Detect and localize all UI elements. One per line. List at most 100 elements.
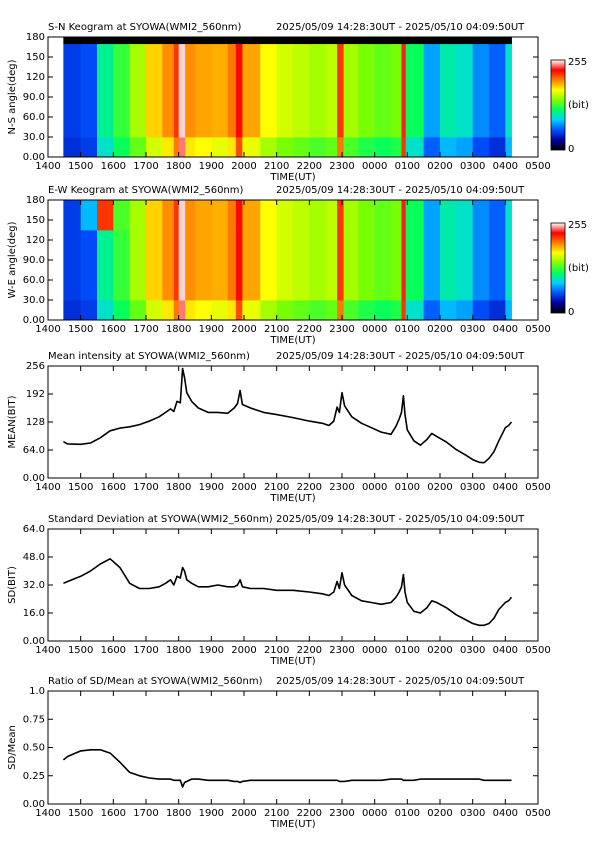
x-tick-label: 1900 bbox=[199, 645, 224, 656]
heatmap-cell bbox=[242, 37, 261, 45]
x-tick-label: 1900 bbox=[199, 161, 224, 172]
heatmap-cell bbox=[173, 300, 180, 321]
x-tick-label: 1800 bbox=[166, 324, 191, 335]
y-tick-label: 90.0 bbox=[23, 92, 45, 103]
x-tick-label: 1600 bbox=[101, 645, 126, 656]
heatmap-cell bbox=[309, 43, 327, 138]
panel-title: Mean intensity at SYOWA(WMI2_560nm) bbox=[48, 351, 250, 362]
heatmap-cell bbox=[146, 37, 163, 45]
x-tick-label: 1800 bbox=[166, 808, 191, 819]
x-tick-label: 1700 bbox=[133, 808, 158, 819]
heatmap-cell bbox=[423, 43, 441, 138]
heatmap-cell bbox=[211, 230, 229, 301]
y-tick-label: 150 bbox=[26, 215, 45, 226]
x-tick-label: 1500 bbox=[68, 161, 93, 172]
heatmap-cell bbox=[358, 137, 376, 158]
heatmap-cell bbox=[80, 230, 98, 301]
y-tick-label: 30.0 bbox=[23, 132, 45, 143]
heatmap-cell bbox=[260, 137, 278, 158]
x-tick-label: 1400 bbox=[35, 808, 60, 819]
data-line bbox=[62, 749, 512, 788]
panel-title: S-N Keogram at SYOWA(WMI2_560nm) bbox=[48, 22, 242, 33]
x-tick-label: 1800 bbox=[166, 482, 191, 493]
x-tick-label: 0300 bbox=[460, 808, 485, 819]
heatmap-cell bbox=[113, 200, 131, 231]
heatmap-cell bbox=[146, 230, 163, 301]
heatmap-cell bbox=[505, 300, 512, 321]
heatmap-cell bbox=[113, 230, 131, 301]
x-tick-label: 2100 bbox=[264, 324, 289, 335]
heatmap-cell bbox=[456, 137, 474, 158]
heatmap-cell bbox=[97, 230, 114, 301]
heatmap-cell bbox=[440, 200, 457, 231]
x-tick-label: 2000 bbox=[231, 645, 256, 656]
x-tick-label: 0200 bbox=[427, 808, 452, 819]
x-tick-label: 0500 bbox=[525, 324, 550, 335]
heatmap-cell bbox=[276, 137, 294, 158]
x-tick-label: 0000 bbox=[362, 161, 387, 172]
heatmap-cell bbox=[401, 300, 407, 321]
y-tick-label: 0.75 bbox=[23, 714, 45, 725]
x-tick-label: 1500 bbox=[68, 482, 93, 493]
heatmap-cell bbox=[113, 43, 131, 138]
heatmap-cell bbox=[489, 200, 506, 231]
y-tick-label: 64.0 bbox=[23, 524, 45, 535]
heatmap-cell bbox=[440, 43, 457, 138]
heatmap-cell bbox=[489, 230, 506, 301]
x-tick-label: 0100 bbox=[395, 482, 420, 493]
heatmap-cell bbox=[401, 137, 407, 158]
heatmap-cell bbox=[405, 230, 425, 301]
x-tick-label: 2300 bbox=[329, 808, 354, 819]
colorbar bbox=[550, 59, 566, 151]
heatmap-cell bbox=[260, 300, 278, 321]
heatmap-cell bbox=[401, 230, 407, 301]
heatmap-cell bbox=[227, 230, 237, 301]
heatmap-cell bbox=[489, 137, 506, 158]
heatmap-cell bbox=[401, 43, 407, 138]
heatmap-cell bbox=[405, 137, 425, 158]
heatmap-cell bbox=[227, 37, 237, 45]
x-tick-label: 1600 bbox=[101, 161, 126, 172]
heatmap-cell bbox=[309, 37, 327, 45]
x-tick-label: 0000 bbox=[362, 645, 387, 656]
heatmap-cell bbox=[472, 200, 490, 231]
x-tick-label: 2200 bbox=[297, 161, 322, 172]
colorbar-label: (bit) bbox=[568, 100, 589, 111]
y-axis-label: SD(BIT) bbox=[7, 566, 18, 604]
x-tick-label: 1700 bbox=[133, 482, 158, 493]
heatmap-cell bbox=[423, 300, 441, 321]
heatmap-cell bbox=[63, 137, 82, 158]
heatmap-cell bbox=[63, 200, 82, 231]
heatmap-cell bbox=[456, 230, 474, 301]
heatmap-cell bbox=[173, 137, 180, 158]
heatmap-cell bbox=[374, 200, 392, 231]
heatmap-cell bbox=[235, 300, 243, 321]
heatmap-cell bbox=[325, 300, 338, 321]
heatmap-cell bbox=[129, 230, 147, 301]
heatmap-cell bbox=[185, 230, 196, 301]
heatmap-cell bbox=[227, 43, 237, 138]
heatmap-cell bbox=[235, 37, 243, 45]
panel-title: E-W Keogram at SYOWA(WMI2_560nm) bbox=[48, 185, 244, 196]
heatmap-cell bbox=[374, 37, 392, 45]
panel-title: Ratio of SD/Mean at SYOWA(WMI2_560nm) bbox=[48, 676, 263, 687]
heatmap-cell bbox=[472, 37, 490, 45]
heatmap-cell bbox=[97, 300, 114, 321]
x-tick-label: 1900 bbox=[199, 324, 224, 335]
x-tick-label: 0500 bbox=[525, 482, 550, 493]
heatmap-cell bbox=[472, 43, 490, 138]
x-tick-label: 0100 bbox=[395, 808, 420, 819]
colorbar-min-label: 0 bbox=[568, 144, 574, 155]
heatmap-cell bbox=[309, 300, 327, 321]
heatmap-cell bbox=[489, 37, 506, 45]
heatmap-cell bbox=[325, 200, 338, 231]
heatmap-cell bbox=[472, 137, 490, 158]
heatmap-cell bbox=[401, 200, 407, 231]
x-tick-label: 1400 bbox=[35, 161, 60, 172]
heatmap-cell bbox=[276, 37, 294, 45]
heatmap-cell bbox=[391, 300, 402, 321]
x-tick-label: 2100 bbox=[264, 645, 289, 656]
y-tick-label: 60.0 bbox=[23, 275, 45, 286]
